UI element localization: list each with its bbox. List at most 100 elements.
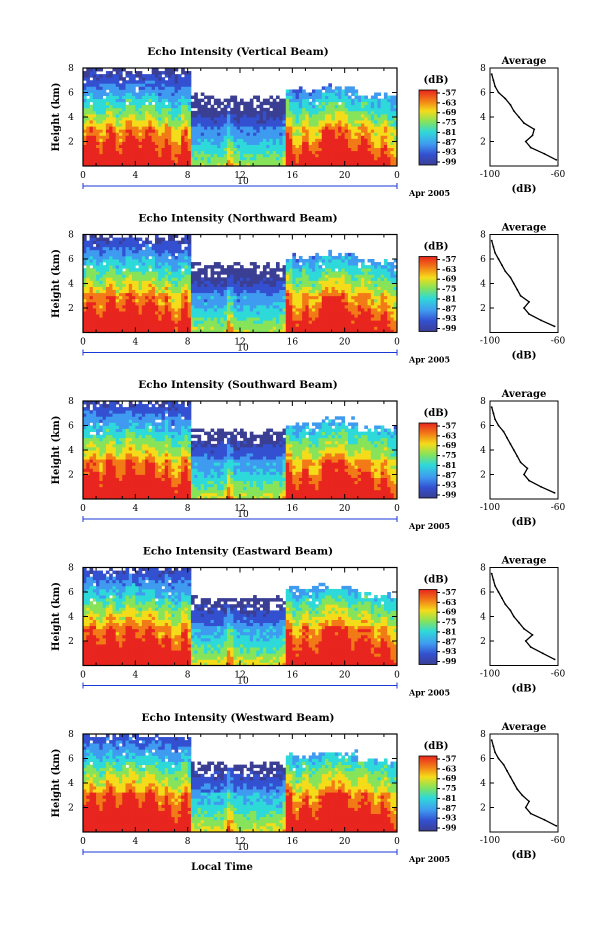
heatmap-cell: [96, 92, 100, 96]
heatmap-cell: [253, 277, 257, 281]
heatmap-cell: [122, 259, 126, 263]
heatmap-cell: [289, 304, 293, 309]
heatmap-cell: [118, 320, 123, 324]
heatmap-cell: [112, 123, 117, 127]
heatmap-cell: [269, 326, 274, 330]
heatmap-cell: [275, 113, 280, 118]
heatmap-cell: [236, 144, 241, 149]
heatmap-cell: [158, 120, 162, 124]
heatmap-cell: [83, 243, 87, 248]
heatmap-cell: [128, 141, 133, 145]
heatmap-cell: [387, 126, 391, 130]
heatmap-cell: [315, 159, 319, 164]
heatmap-cell: [387, 159, 391, 164]
heatmap-cell: [315, 311, 319, 315]
heatmap-cell: [89, 156, 94, 161]
heatmap-cell: [158, 132, 162, 136]
heatmap-cell: [99, 298, 104, 303]
heatmap-cell: [249, 156, 254, 161]
heatmap-cell: [344, 295, 349, 300]
heatmap-cell: [387, 104, 391, 109]
heatmap-cell: [344, 135, 349, 139]
heatmap-cell: [181, 129, 185, 133]
heatmap-cell: [302, 326, 306, 330]
heatmap-cell: [259, 323, 264, 327]
heatmap-cell: [194, 132, 198, 136]
heatmap-cell: [168, 249, 172, 254]
heatmap-cell: [141, 259, 146, 263]
heatmap-cell: [86, 289, 90, 294]
heatmap-cell: [269, 304, 274, 309]
heatmap-cell: [112, 144, 117, 149]
heatmap-cell: [220, 320, 225, 324]
heatmap-cell: [200, 153, 205, 158]
heatmap-cell: [115, 129, 120, 133]
heatmap-cell: [207, 326, 211, 330]
heatmap-cell: [89, 129, 94, 133]
heatmap-cell: [262, 132, 267, 136]
heatmap-cell: [168, 129, 172, 133]
heatmap-cell: [361, 156, 365, 161]
heatmap-cell: [109, 308, 113, 312]
heatmap-cell: [148, 249, 153, 254]
heatmap-cell: [187, 298, 192, 303]
heatmap-cell: [158, 298, 162, 303]
heatmap-cell: [89, 277, 94, 281]
heatmap-cell: [285, 308, 290, 312]
heatmap-cell: [302, 107, 306, 112]
heatmap-cell: [161, 147, 166, 152]
heatmap-cell: [174, 83, 179, 87]
heatmap-cell: [367, 129, 372, 133]
heatmap-cell: [154, 117, 159, 121]
heatmap-cell: [89, 259, 94, 263]
heatmap-cell: [328, 304, 332, 309]
heatmap-cell: [96, 95, 100, 100]
heatmap-cell: [151, 89, 156, 93]
heatmap-cell: [357, 301, 362, 306]
heatmap-cell: [367, 162, 372, 167]
heatmap-cell: [236, 295, 241, 300]
heatmap-cell: [109, 292, 113, 297]
heatmap-cell: [112, 237, 117, 242]
heatmap-cell: [236, 329, 241, 333]
heatmap-cell: [213, 117, 218, 121]
heatmap-cell: [341, 295, 346, 300]
heatmap-cell: [308, 295, 313, 300]
heatmap-cell: [96, 277, 100, 281]
heatmap-cell: [161, 301, 166, 306]
heatmap-cell: [197, 126, 202, 130]
heatmap-cell: [311, 326, 316, 330]
heatmap-cell: [269, 283, 274, 287]
heatmap-cell: [341, 320, 346, 324]
heatmap-cell: [266, 129, 270, 133]
heatmap-cell: [109, 317, 113, 321]
heatmap-cell: [308, 126, 313, 130]
heatmap-cell: [377, 295, 382, 300]
heatmap-cell: [308, 107, 313, 112]
heatmap-cell: [390, 323, 395, 327]
heatmap-cell: [200, 298, 205, 303]
heatmap-cell: [321, 323, 326, 327]
heatmap-cell: [171, 113, 175, 118]
heatmap-cell: [295, 283, 300, 287]
heatmap-cell: [321, 98, 326, 103]
heatmap-cell: [249, 311, 254, 315]
heatmap-cell: [102, 156, 107, 161]
heatmap-cell: [125, 320, 130, 324]
heatmap-cell: [233, 113, 238, 118]
heatmap-cell: [305, 159, 310, 164]
heatmap-cell: [253, 314, 257, 318]
heatmap-cell: [328, 320, 332, 324]
heatmap-cell: [289, 317, 293, 321]
heatmap-cell: [138, 243, 143, 248]
heatmap-cell: [344, 320, 349, 324]
heatmap-cell: [115, 98, 120, 103]
heatmap-cell: [289, 301, 293, 306]
heatmap-cell: [184, 110, 189, 115]
heatmap-cell: [383, 132, 388, 136]
heatmap-cell: [171, 262, 175, 266]
heatmap-cell: [171, 141, 175, 145]
heatmap-cell: [325, 308, 329, 312]
heatmap-cell: [223, 144, 228, 149]
heatmap-cell: [115, 252, 120, 257]
